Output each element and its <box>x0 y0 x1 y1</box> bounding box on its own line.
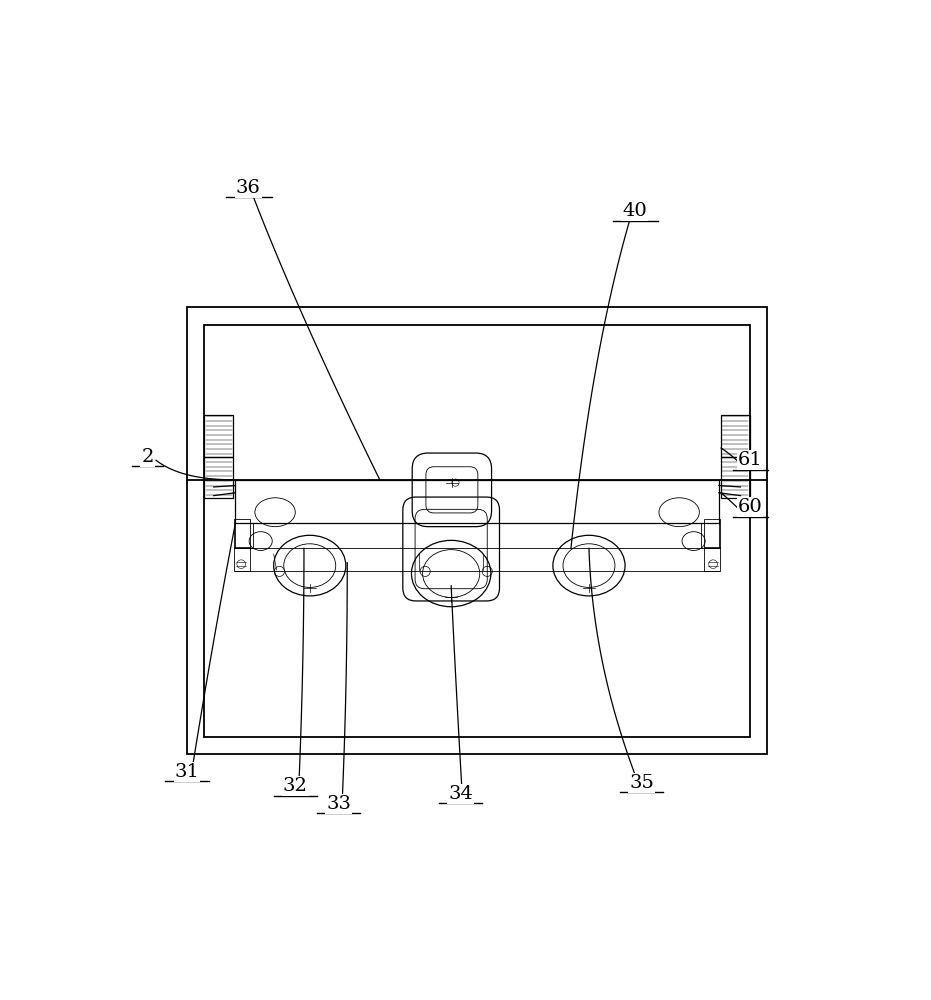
Text: 60: 60 <box>737 498 762 516</box>
Bar <box>705 519 721 548</box>
Bar <box>701 523 719 548</box>
Text: 40: 40 <box>622 202 647 220</box>
Bar <box>234 519 250 548</box>
Text: 61: 61 <box>737 451 762 469</box>
Bar <box>205 415 234 457</box>
Text: 36: 36 <box>236 179 261 197</box>
Bar <box>705 547 721 571</box>
Bar <box>234 547 250 571</box>
Text: 33: 33 <box>326 795 351 813</box>
Text: 31: 31 <box>175 763 199 781</box>
Bar <box>721 415 749 457</box>
Bar <box>236 480 719 523</box>
Bar <box>205 325 749 737</box>
Bar <box>236 523 253 548</box>
Bar <box>187 307 767 754</box>
Text: 32: 32 <box>283 777 308 795</box>
Text: 2: 2 <box>142 448 154 466</box>
Text: 34: 34 <box>448 785 473 803</box>
Bar <box>205 457 234 498</box>
Text: 35: 35 <box>629 774 654 792</box>
Bar <box>721 457 749 498</box>
